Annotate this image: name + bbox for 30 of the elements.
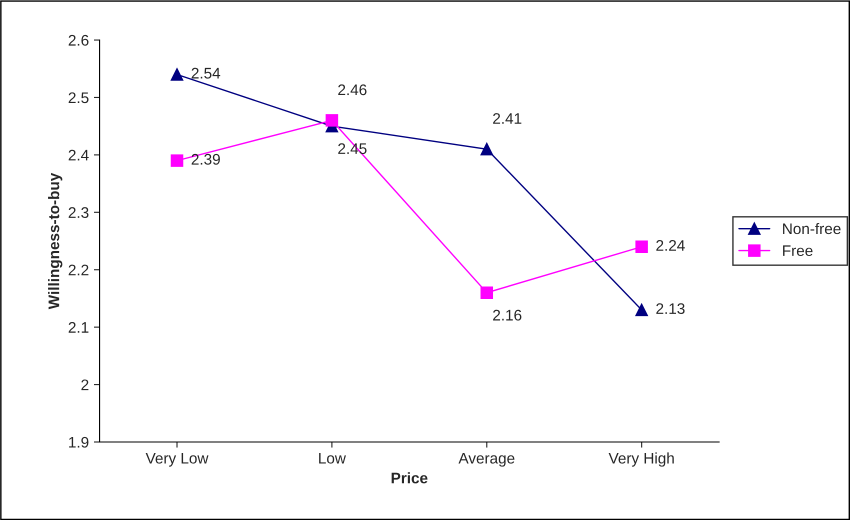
y-tick-label: 2: [81, 379, 88, 390]
legend-label: Free: [783, 245, 813, 256]
y-tick-label: 2.3: [68, 207, 88, 218]
x-tick-label: Low: [319, 452, 346, 464]
x-axis-title: Price: [392, 472, 428, 484]
y-tick-label: 2.2: [68, 264, 88, 276]
x-tick-label: Average: [458, 452, 514, 467]
point: [480, 286, 494, 299]
data-label: 2.46: [338, 84, 367, 96]
point: [170, 68, 184, 81]
point: [170, 154, 184, 167]
point: [635, 240, 648, 254]
y-tick-label: 2.6: [68, 34, 88, 46]
point: [480, 142, 494, 156]
data-label: 2.13: [656, 303, 685, 314]
y-tick-label: 1.9: [69, 436, 88, 448]
point: [635, 304, 648, 316]
y-tick-label: 2.4: [68, 150, 89, 160]
data-label: 2.39: [192, 154, 220, 165]
y-tick-label: 2.1: [68, 322, 88, 333]
data-label: 2.16: [493, 310, 522, 321]
point: [326, 114, 338, 127]
data-label: 2.54: [192, 68, 220, 79]
y-tick-label: 2.5: [68, 92, 89, 104]
x-tick-label: Very High: [608, 452, 674, 467]
y-axis-title: Willingness-to-buy: [48, 172, 62, 310]
legend-label: Non-free: [783, 222, 841, 234]
x-tick-label: Very Low: [146, 452, 208, 467]
data-label: 2.24: [656, 240, 685, 251]
data-label: 2.41: [493, 113, 522, 124]
